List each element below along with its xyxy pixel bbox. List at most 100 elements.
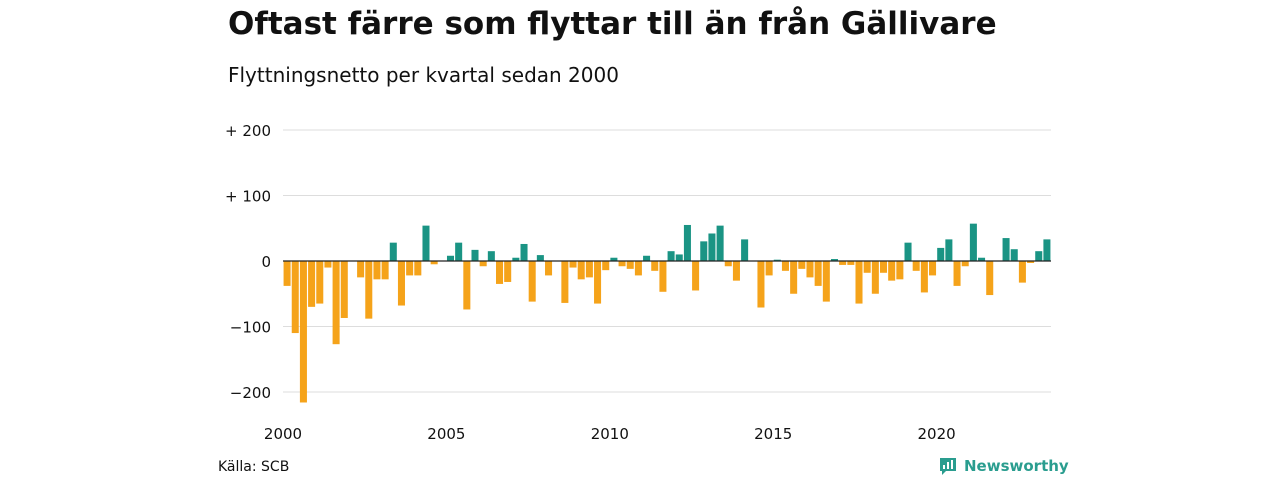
bar bbox=[896, 261, 904, 280]
bar bbox=[626, 261, 634, 269]
bar bbox=[765, 261, 773, 276]
bar bbox=[741, 239, 749, 261]
bar bbox=[463, 261, 471, 310]
y-tick-label: + 200 bbox=[225, 122, 271, 140]
bar bbox=[1035, 251, 1043, 262]
bar bbox=[716, 225, 724, 261]
bar bbox=[332, 261, 340, 345]
bar bbox=[430, 261, 438, 265]
bar bbox=[512, 257, 520, 262]
bar bbox=[569, 261, 577, 268]
bar bbox=[487, 251, 495, 262]
bar bbox=[986, 261, 994, 296]
brand-name: Newsworthy bbox=[964, 457, 1069, 475]
bar bbox=[871, 261, 879, 294]
bar bbox=[732, 261, 740, 281]
x-tick-label: 2020 bbox=[918, 425, 956, 443]
bar bbox=[724, 261, 732, 267]
bar bbox=[536, 255, 544, 261]
bar bbox=[773, 259, 781, 261]
bar bbox=[291, 261, 299, 334]
bar bbox=[577, 261, 585, 280]
bar bbox=[830, 259, 839, 262]
bar bbox=[692, 261, 700, 291]
bar bbox=[708, 233, 716, 261]
bar bbox=[1027, 261, 1035, 263]
bar bbox=[683, 224, 691, 261]
bar bbox=[545, 261, 553, 276]
source-note: Källa: SCB bbox=[218, 459, 290, 475]
bar bbox=[945, 239, 953, 261]
bar bbox=[504, 261, 512, 282]
y-axis-labels: + 200 + 100 0 −100 −200 bbox=[225, 122, 271, 402]
bar bbox=[839, 261, 847, 265]
bar bbox=[700, 241, 708, 261]
bars-layer bbox=[283, 223, 1051, 403]
bar bbox=[389, 242, 397, 261]
bar bbox=[520, 243, 528, 261]
bar bbox=[929, 261, 937, 276]
bar bbox=[455, 242, 463, 261]
bar bbox=[880, 261, 888, 273]
bar bbox=[406, 261, 414, 276]
bar bbox=[422, 225, 430, 261]
bar bbox=[675, 254, 683, 261]
bar bbox=[978, 257, 986, 262]
bar bbox=[863, 261, 871, 273]
newsworthy-logo-icon bbox=[940, 458, 956, 475]
bar bbox=[373, 261, 381, 280]
bar bbox=[781, 261, 789, 271]
bar bbox=[814, 261, 822, 286]
bar bbox=[888, 261, 896, 281]
brand-logo: Newsworthy bbox=[938, 456, 1069, 476]
bar bbox=[414, 261, 422, 276]
bar bbox=[528, 261, 536, 302]
bar bbox=[634, 261, 642, 276]
bar bbox=[651, 261, 659, 271]
y-tick-label: + 100 bbox=[225, 188, 271, 206]
bar bbox=[643, 255, 651, 261]
bar bbox=[1002, 238, 1010, 261]
bar-chart: + 200 + 100 0 −100 −200 2000 2005 2010 2015 2020 bbox=[225, 122, 1051, 443]
bar bbox=[610, 257, 618, 262]
bar bbox=[561, 261, 569, 303]
bar bbox=[757, 261, 765, 308]
y-tick-label: 0 bbox=[261, 253, 271, 271]
bar bbox=[283, 261, 291, 286]
x-tick-label: 2005 bbox=[427, 425, 465, 443]
y-tick-label: −200 bbox=[230, 384, 271, 402]
bar bbox=[1018, 261, 1026, 283]
bar bbox=[397, 261, 405, 306]
bar bbox=[659, 261, 667, 292]
bar bbox=[594, 261, 602, 304]
bar bbox=[365, 261, 373, 319]
bar bbox=[961, 261, 969, 267]
bar bbox=[798, 261, 806, 269]
x-tick-label: 2010 bbox=[591, 425, 629, 443]
bar bbox=[585, 261, 593, 278]
bar bbox=[324, 261, 332, 268]
bar bbox=[904, 242, 912, 261]
bar bbox=[340, 261, 348, 318]
bar bbox=[953, 261, 961, 286]
grid-layer bbox=[283, 129, 1051, 393]
bar bbox=[920, 261, 928, 293]
bar bbox=[1043, 239, 1051, 261]
bar bbox=[446, 255, 455, 261]
bar bbox=[381, 261, 389, 280]
bar bbox=[822, 261, 830, 302]
bar bbox=[1010, 249, 1018, 261]
bar bbox=[308, 261, 316, 307]
bar bbox=[471, 249, 479, 261]
x-tick-label: 2000 bbox=[264, 425, 302, 443]
bar bbox=[496, 261, 504, 284]
bar bbox=[806, 261, 814, 278]
bar bbox=[912, 261, 920, 271]
chart-subtitle: Flyttningsnetto per kvartal sedan 2000 bbox=[228, 63, 619, 87]
bar bbox=[937, 247, 945, 261]
x-tick-label: 2015 bbox=[754, 425, 792, 443]
bar bbox=[790, 261, 798, 294]
bar bbox=[855, 261, 863, 304]
bar bbox=[602, 261, 610, 271]
bar bbox=[479, 261, 487, 267]
